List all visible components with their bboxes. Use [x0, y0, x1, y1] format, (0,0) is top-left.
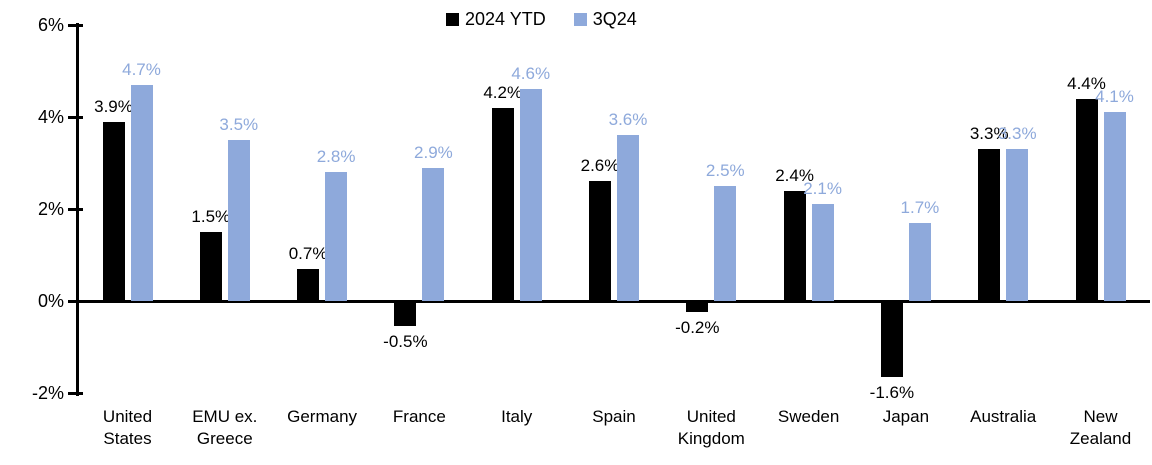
legend-swatch-3q24-icon: [573, 13, 587, 26]
legend-item-3q24: 3Q24: [573, 9, 637, 30]
value-label-2024-ytd-germany: 0.7%: [288, 243, 328, 263]
bar-2024-ytd-sweden: [783, 190, 806, 301]
y-axis-tick-label-0: 0%: [37, 291, 64, 311]
value-label-3q24-new-zealand: 4.1%: [1095, 87, 1134, 107]
category-label-japan: Japan: [882, 407, 930, 426]
value-label-2024-ytd-sweden: 2.4%: [775, 165, 814, 185]
bar-2024-ytd-spain: [589, 181, 611, 301]
category-label-spain: Spain: [592, 407, 636, 426]
y-axis-tick-label-2: -2%: [31, 383, 64, 403]
category-label-italy: Italy: [501, 407, 533, 426]
y-axis-tick-mark-6: [68, 24, 83, 27]
y-axis-tick-mark-2: [68, 392, 83, 395]
value-label-2024-ytd-emu-ex-greece: 1.5%: [191, 207, 231, 226]
bar-3q24-spain: [617, 135, 639, 301]
bar-3q24-sweden: [811, 204, 834, 301]
category-label-sweden: Sweden: [777, 407, 840, 426]
bar-3q24-australia: [1006, 149, 1029, 301]
bar-2024-ytd-australia: [978, 149, 1001, 301]
bar-3q24-emu-ex-greece: [227, 140, 250, 301]
bar-3q24-japan: [908, 222, 931, 301]
x-axis-baseline: [76, 300, 1150, 303]
value-label-3q24-australia: 3.3%: [997, 124, 1037, 144]
value-label-2024-ytd-france: -0.5%: [383, 332, 428, 351]
chart-legend: 2024 YTD 3Q24: [446, 9, 637, 30]
y-axis-tick-mark-0: [68, 300, 83, 303]
bar-2024-ytd-france: [394, 303, 417, 326]
bar-2024-ytd-germany: [297, 268, 320, 301]
y-axis-tick-label-6: 6%: [37, 15, 64, 35]
bar-2024-ytd-new-zealand: [1075, 98, 1098, 301]
bar-2024-ytd-emu-ex-greece: [199, 232, 222, 301]
category-label-germany: Germany: [287, 407, 358, 426]
bar-3q24-france: [422, 167, 445, 301]
y-axis-tick-label-4: 4%: [37, 107, 64, 127]
value-label-3q24-spain: 3.6%: [608, 110, 648, 130]
bar-2024-ytd-italy: [491, 107, 514, 301]
value-label-2024-ytd-australia: 3.3%: [969, 124, 1009, 144]
legend-swatch-2024-ytd-icon: [446, 13, 459, 26]
value-label-2024-ytd-united-kingdom: -0.2%: [675, 318, 720, 338]
value-label-3q24-japan: 1.7%: [900, 197, 940, 217]
category-label-united-states: United States: [102, 407, 153, 448]
value-label-2024-ytd-new-zealand: 4.4%: [1067, 73, 1106, 93]
bar-2024-ytd-japan: [880, 303, 903, 377]
category-label-new-zealand: New Zealand: [1069, 407, 1132, 448]
value-label-3q24-united-kingdom: 2.5%: [705, 161, 745, 180]
category-label-united-kingdom: United Kingdom: [677, 407, 745, 448]
value-label-3q24-sweden: 2.1%: [803, 179, 842, 199]
value-label-3q24-united-states: 4.7%: [122, 59, 161, 79]
bar-3q24-united-kingdom: [714, 186, 737, 301]
bar-2024-ytd-united-kingdom: [686, 303, 709, 313]
value-label-2024-ytd-united-states: 3.9%: [94, 96, 133, 116]
value-label-2024-ytd-italy: 4.2%: [483, 82, 523, 102]
bar-3q24-germany: [325, 172, 348, 301]
value-label-2024-ytd-spain: 2.6%: [580, 156, 620, 176]
category-label-emu-ex-greece: EMU ex. Greece: [192, 407, 258, 448]
bar-3q24-new-zealand: [1103, 112, 1126, 301]
value-label-3q24-emu-ex-greece: 3.5%: [219, 115, 259, 134]
y-axis-line: [76, 23, 79, 396]
y-axis-tick-mark-4: [68, 116, 83, 119]
y-axis-tick-mark-2: [68, 208, 83, 211]
bar-3q24-italy: [519, 89, 542, 301]
value-label-2024-ytd-japan: -1.6%: [869, 382, 915, 402]
legend-label-2024-ytd: 2024 YTD: [465, 9, 546, 29]
legend-item-2024-ytd: 2024 YTD: [446, 9, 546, 30]
value-label-3q24-france: 2.9%: [414, 142, 453, 162]
category-label-australia: Australia: [970, 407, 1037, 426]
bar-2024-ytd-united-states: [102, 121, 125, 301]
category-label-france: France: [392, 407, 446, 426]
bar-3q24-united-states: [130, 84, 153, 301]
value-label-3q24-germany: 2.8%: [316, 147, 356, 167]
legend-label-3q24: 3Q24: [592, 9, 637, 29]
value-label-3q24-italy: 4.6%: [511, 64, 551, 84]
y-axis-tick-label-2: 2%: [37, 199, 64, 219]
